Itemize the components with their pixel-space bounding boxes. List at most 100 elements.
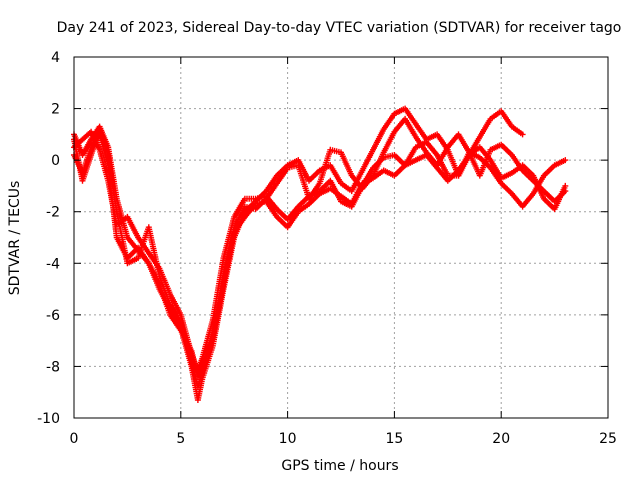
data-point-marker [348,182,365,207]
data-point-marker [423,139,439,157]
data-point-marker [135,244,151,265]
data-point-marker [199,337,216,370]
data-point-marker [79,146,94,176]
data-point-marker [167,301,183,324]
data-point-marker [124,213,141,239]
x-axis-label: GPS time / hours [281,458,398,474]
data-point-marker [487,157,504,180]
data-point-marker [135,234,151,255]
y-tick-label: -10 [37,411,60,427]
data-point-marker [508,123,526,138]
data-point-marker [284,205,300,223]
axis-ticks: 0 5 10 15 20 25 -10 -8 -6 -4 -2 0 2 4 [37,50,617,447]
data-point-marker [487,164,503,185]
data-point-marker [295,194,311,210]
data-point-marker [455,153,471,174]
y-tick-label: -6 [46,308,60,324]
x-tick-label: 15 [385,431,403,447]
data-point-marker [316,186,332,197]
data-point-marker [402,115,418,139]
data-point-marker [295,202,311,215]
data-point-marker [316,148,333,187]
data-point-marker [370,156,386,171]
y-tick-label: -4 [46,256,60,272]
data-point-marker [476,144,493,162]
data-point-marker [145,260,162,285]
data-point-marker [209,257,227,323]
data-point-marker [391,163,407,179]
data-point-marker [113,234,130,260]
data-point-marker [156,265,173,296]
data-point-marker [423,152,439,170]
data-point-marker [530,172,546,200]
data-point-marker [508,163,524,176]
data-point-marker [444,168,460,184]
data-point-marker [498,108,514,128]
data-point-marker [551,157,569,169]
data-point-marker [263,174,279,195]
data-point-marker [263,198,279,219]
data-point-marker [177,327,194,353]
data-point-marker [380,130,397,156]
data-point-marker [519,167,535,183]
x-tick-label: 20 [492,431,510,447]
y-tick-label: 4 [51,50,60,66]
x-tick-label: 25 [599,431,617,447]
data-point-marker [412,140,428,151]
data-point-marker [306,188,321,200]
data-point-marker [105,162,120,239]
data-point-marker [487,142,503,153]
data-point-marker [156,280,173,316]
data-point-marker [231,215,247,236]
chart-title: Day 241 of 2023, Sidereal Day-to-day VTE… [57,20,622,36]
y-axis-label: SDTVAR / TECUs [7,181,23,296]
data-point-marker [327,162,343,185]
data-point-marker [466,145,482,158]
data-point-marker [167,291,183,316]
data-point-marker [273,166,290,187]
series-track-2 [71,115,569,391]
plot-frame [73,56,609,419]
y-tick-label: 2 [51,102,60,118]
data-point-marker [434,152,450,177]
data-point-marker [412,121,429,141]
data-series [71,105,569,403]
data-point-marker [498,141,514,157]
data-point-marker [476,117,493,140]
data-point-marker [551,182,569,213]
data-point-marker [167,311,183,332]
data-point-marker [231,197,247,220]
data-point-marker [380,112,397,133]
data-point-marker [263,193,279,211]
data-point-marker [540,163,557,179]
data-point-marker [145,250,162,270]
data-point-marker [306,192,322,207]
data-point-marker [79,138,94,158]
data-point-marker [476,154,492,170]
x-tick-label: 5 [176,431,185,447]
data-point-marker [96,131,111,167]
data-point-marker [241,202,258,220]
data-point-marker [519,192,535,210]
data-point-marker [156,273,173,306]
data-point-marker [220,215,237,262]
data-point-marker [295,162,312,200]
data-point-marker [124,256,140,267]
data-point-marker [455,131,472,154]
data-point-marker [370,168,385,182]
data-point-marker [391,106,407,117]
data-point-marker [220,231,237,287]
data-point-marker [209,283,227,342]
data-point-marker [498,180,514,196]
data-point-marker [380,167,396,178]
data-point-marker [370,128,386,153]
x-tick-label: 0 [70,431,79,447]
x-tick-label: 10 [279,431,297,447]
data-point-marker [412,152,428,164]
y-tick-label: -8 [46,359,60,375]
y-tick-label: 0 [51,153,60,169]
data-point-marker [359,176,375,187]
data-point-marker [338,149,354,177]
data-point-marker [96,146,111,182]
